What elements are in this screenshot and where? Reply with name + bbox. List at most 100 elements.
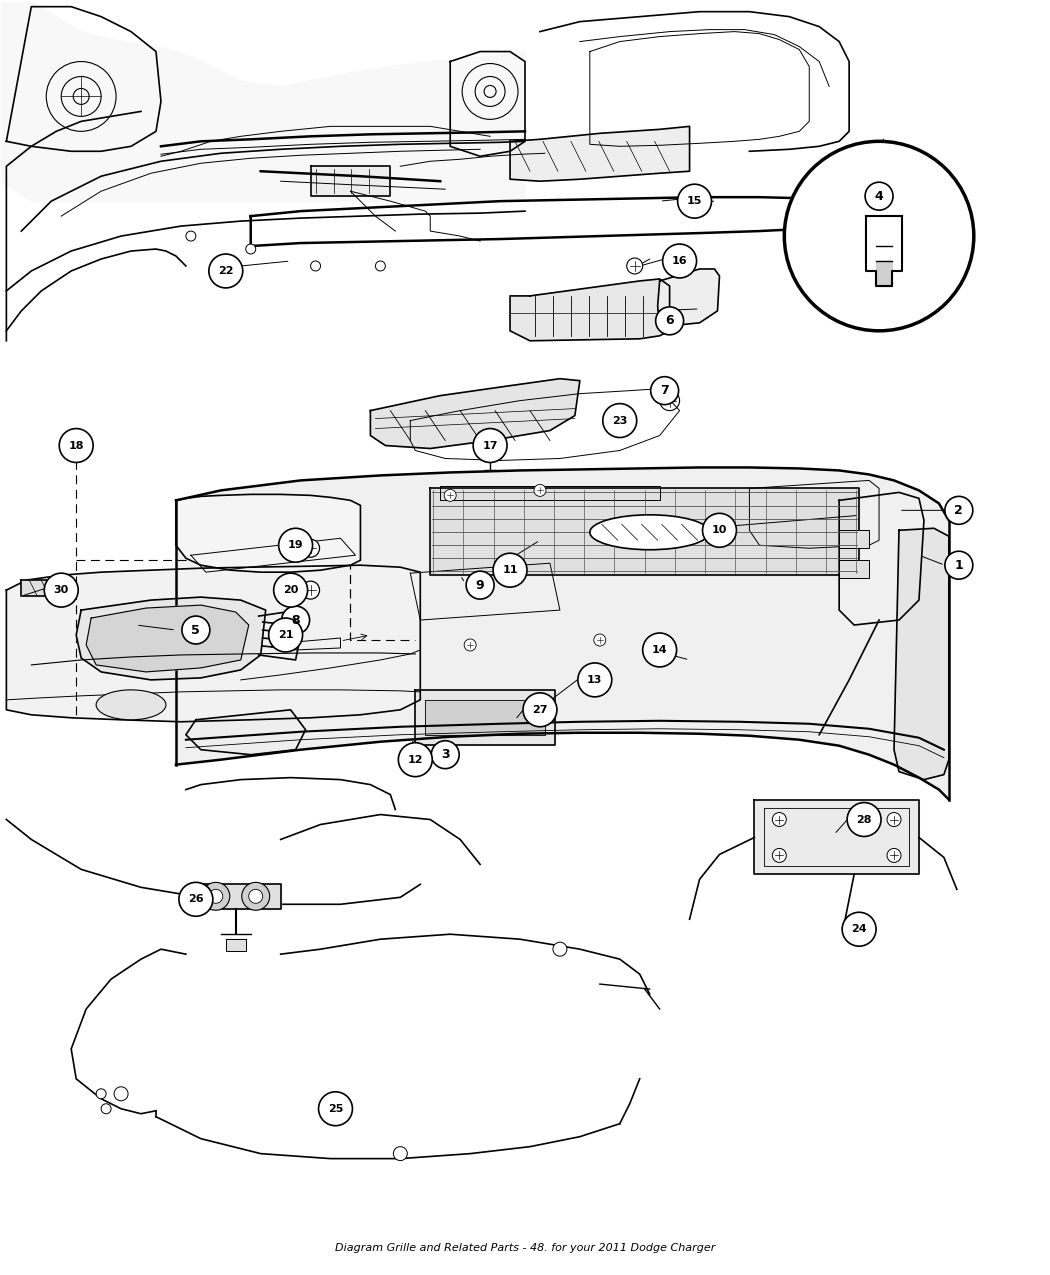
Ellipse shape	[97, 690, 166, 720]
Polygon shape	[176, 468, 949, 799]
Circle shape	[311, 261, 320, 272]
Circle shape	[376, 261, 385, 272]
Circle shape	[114, 1086, 128, 1100]
Circle shape	[68, 432, 84, 449]
Circle shape	[945, 551, 972, 579]
Circle shape	[594, 634, 606, 646]
Polygon shape	[510, 126, 690, 181]
Circle shape	[534, 484, 546, 496]
Circle shape	[865, 182, 892, 210]
Text: 24: 24	[852, 924, 867, 935]
Polygon shape	[754, 799, 919, 875]
Text: 8: 8	[291, 613, 300, 626]
Polygon shape	[77, 597, 266, 680]
Text: 18: 18	[68, 440, 84, 450]
Circle shape	[249, 890, 262, 903]
Circle shape	[702, 514, 736, 547]
Polygon shape	[191, 885, 280, 909]
Circle shape	[202, 882, 230, 910]
Circle shape	[773, 848, 786, 862]
Ellipse shape	[590, 515, 710, 550]
Circle shape	[466, 571, 495, 599]
Text: 10: 10	[712, 525, 728, 536]
Bar	[226, 940, 246, 951]
Circle shape	[242, 882, 270, 910]
Polygon shape	[371, 379, 580, 449]
Text: 7: 7	[660, 384, 669, 397]
Circle shape	[269, 618, 302, 652]
Text: 16: 16	[672, 256, 688, 266]
Circle shape	[643, 632, 676, 667]
Circle shape	[209, 254, 243, 288]
Circle shape	[394, 1146, 407, 1160]
Circle shape	[274, 574, 308, 607]
Circle shape	[398, 743, 433, 776]
Text: 13: 13	[587, 674, 603, 685]
Text: 2: 2	[954, 504, 963, 516]
Circle shape	[432, 741, 459, 769]
Circle shape	[301, 539, 319, 557]
Circle shape	[464, 639, 476, 652]
Text: 1: 1	[954, 558, 963, 571]
Text: 30: 30	[54, 585, 69, 595]
Circle shape	[627, 258, 643, 274]
Text: 23: 23	[612, 416, 628, 426]
Circle shape	[97, 1089, 106, 1099]
Circle shape	[186, 231, 196, 241]
Circle shape	[784, 142, 973, 330]
Text: 4: 4	[875, 190, 883, 203]
Circle shape	[677, 184, 712, 218]
Circle shape	[474, 428, 507, 463]
Text: 3: 3	[441, 748, 449, 761]
Circle shape	[482, 442, 498, 459]
Polygon shape	[430, 488, 859, 575]
Circle shape	[663, 244, 696, 278]
Circle shape	[182, 616, 210, 644]
Polygon shape	[416, 690, 554, 745]
Circle shape	[523, 692, 556, 727]
Circle shape	[301, 581, 319, 599]
Text: 26: 26	[188, 894, 204, 904]
Polygon shape	[1, 1, 525, 201]
Text: 11: 11	[502, 565, 518, 575]
Text: 17: 17	[482, 440, 498, 450]
Polygon shape	[311, 166, 391, 196]
Polygon shape	[657, 269, 719, 326]
Text: 28: 28	[857, 815, 872, 825]
Polygon shape	[21, 580, 66, 597]
Text: 20: 20	[282, 585, 298, 595]
Polygon shape	[425, 700, 545, 734]
Text: 12: 12	[407, 755, 423, 765]
Polygon shape	[510, 279, 670, 340]
Circle shape	[773, 812, 786, 826]
Text: 14: 14	[652, 645, 668, 655]
Text: 9: 9	[476, 579, 484, 592]
Polygon shape	[876, 261, 892, 286]
Circle shape	[246, 244, 256, 254]
Circle shape	[659, 390, 679, 411]
Circle shape	[101, 1104, 111, 1114]
Circle shape	[318, 1091, 353, 1126]
Bar	[839, 530, 869, 548]
Text: 22: 22	[218, 266, 233, 275]
Circle shape	[44, 574, 78, 607]
Circle shape	[281, 606, 310, 634]
Circle shape	[178, 882, 213, 917]
Text: 21: 21	[278, 630, 293, 640]
Polygon shape	[186, 710, 306, 755]
Circle shape	[494, 553, 527, 586]
Circle shape	[553, 942, 567, 956]
Circle shape	[209, 890, 223, 903]
Circle shape	[847, 802, 881, 836]
Polygon shape	[86, 606, 249, 672]
Bar	[839, 560, 869, 578]
Circle shape	[278, 528, 313, 562]
Text: 5: 5	[191, 623, 201, 636]
Circle shape	[444, 490, 456, 501]
Circle shape	[578, 663, 612, 697]
Text: 25: 25	[328, 1104, 343, 1114]
Polygon shape	[894, 528, 949, 779]
Circle shape	[887, 812, 901, 826]
Text: Diagram Grille and Related Parts - 48. for your 2011 Dodge Charger: Diagram Grille and Related Parts - 48. f…	[335, 1243, 715, 1253]
Polygon shape	[176, 495, 360, 572]
